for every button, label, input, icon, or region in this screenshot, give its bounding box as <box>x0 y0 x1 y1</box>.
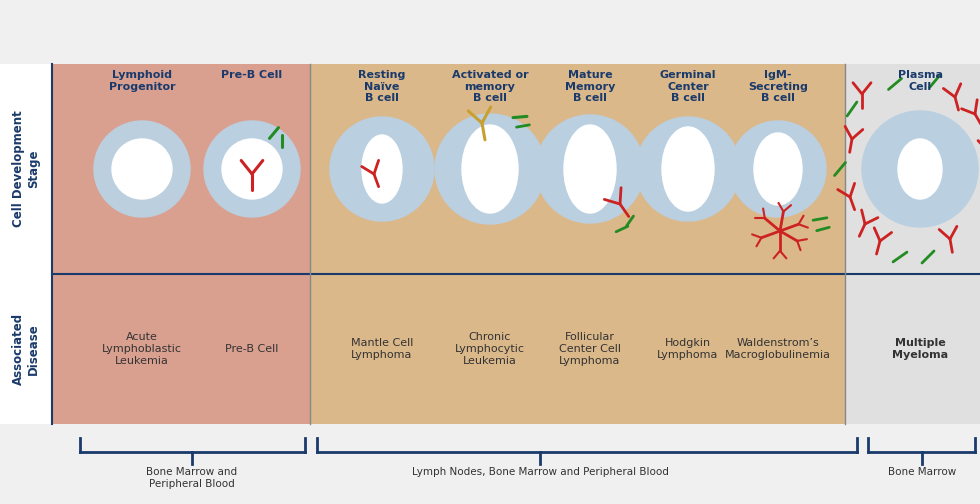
Text: Pre-B Cell: Pre-B Cell <box>221 70 282 80</box>
Text: Lymph Nodes, Bone Marrow and Peripheral Blood: Lymph Nodes, Bone Marrow and Peripheral … <box>412 467 668 477</box>
Text: Mature
Memory
B cell: Mature Memory B cell <box>564 70 615 103</box>
Ellipse shape <box>112 139 172 199</box>
Ellipse shape <box>362 135 402 203</box>
Text: Mantle Cell
Lymphoma: Mantle Cell Lymphoma <box>351 338 414 360</box>
Text: Associated
Disease: Associated Disease <box>12 313 40 385</box>
Ellipse shape <box>662 127 714 211</box>
Text: Activated or
memory
B cell: Activated or memory B cell <box>452 70 528 103</box>
Text: Follicular
Center Cell
Lymphoma: Follicular Center Cell Lymphoma <box>559 333 621 365</box>
Circle shape <box>536 115 644 223</box>
Text: Waldenstrom’s
Macroglobulinemia: Waldenstrom’s Macroglobulinemia <box>725 338 831 360</box>
Text: Chronic
Lymphocytic
Leukemia: Chronic Lymphocytic Leukemia <box>455 333 525 365</box>
Circle shape <box>330 117 434 221</box>
Text: Pre-B Cell: Pre-B Cell <box>225 344 278 354</box>
Bar <box>845 64 980 424</box>
Text: Cell Development
Stage: Cell Development Stage <box>12 110 40 227</box>
Text: Bone Marrow: Bone Marrow <box>888 467 956 477</box>
Text: Multiple
Myeloma: Multiple Myeloma <box>892 338 948 360</box>
Text: Hodgkin
Lymphoma: Hodgkin Lymphoma <box>658 338 718 360</box>
Circle shape <box>204 121 300 217</box>
Ellipse shape <box>564 125 616 213</box>
Bar <box>310 64 845 424</box>
Ellipse shape <box>462 125 518 213</box>
Circle shape <box>435 114 545 224</box>
Bar <box>0 64 52 424</box>
Ellipse shape <box>222 139 282 199</box>
Circle shape <box>730 121 826 217</box>
Ellipse shape <box>898 139 942 199</box>
Text: IgM-
Secreting
B cell: IgM- Secreting B cell <box>748 70 808 103</box>
Text: Germinal
Center
B cell: Germinal Center B cell <box>660 70 716 103</box>
Ellipse shape <box>754 133 802 205</box>
Bar <box>52 64 310 424</box>
Text: Acute
Lymphoblastic
Leukemia: Acute Lymphoblastic Leukemia <box>102 333 182 365</box>
Circle shape <box>94 121 190 217</box>
Circle shape <box>636 117 740 221</box>
Text: Bone Marrow and
Peripheral Blood: Bone Marrow and Peripheral Blood <box>146 467 237 488</box>
Text: Resting
Naïve
B cell: Resting Naïve B cell <box>359 70 406 103</box>
Text: Lymphoid
Progenitor: Lymphoid Progenitor <box>109 70 175 92</box>
Text: Plasma
Cell: Plasma Cell <box>898 70 943 92</box>
Circle shape <box>862 111 978 227</box>
